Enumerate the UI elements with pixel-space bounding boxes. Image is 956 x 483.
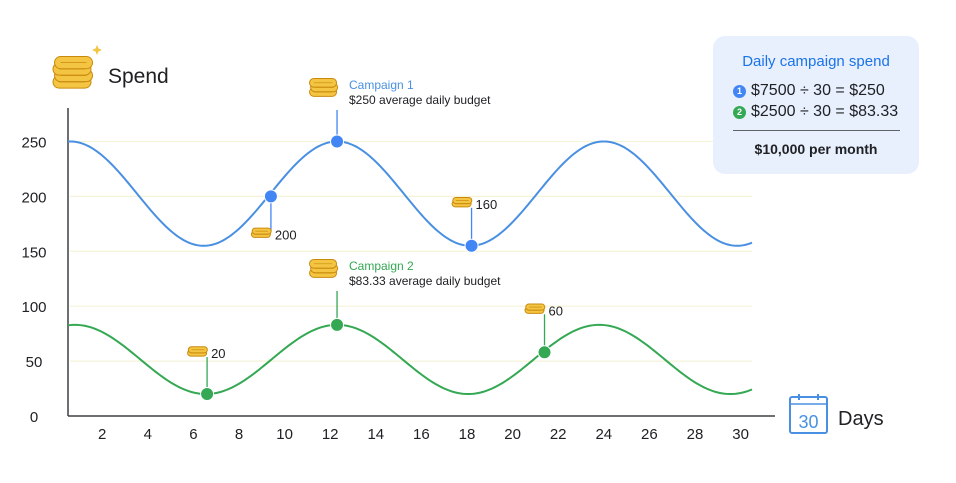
campaign-1-coin-icon	[309, 78, 339, 97]
marker-value-label: 60	[549, 303, 563, 318]
info-row-campaign-2: 2 $2500 ÷ 30 = $83.33	[733, 103, 898, 121]
axes	[67, 108, 775, 417]
campaign-2-coin-icon	[309, 259, 339, 278]
marker-value-label: 20	[211, 346, 225, 361]
x-tick-label-20: 20	[504, 426, 521, 443]
x-tick-label-2: 2	[98, 426, 106, 443]
info-row-1-text: $7500 ÷ 30 = $250	[751, 82, 885, 99]
y-tick-labels: 0 50 100 150 200 250	[21, 134, 46, 426]
series-markers	[200, 134, 552, 402]
series-1-marker	[263, 189, 278, 204]
x-tick-label-18: 18	[459, 426, 476, 443]
marker-value-label: 160	[476, 197, 498, 212]
coin-icon	[250, 227, 272, 238]
x-tick-label-6: 6	[189, 426, 197, 443]
marker-annotations: 200 160 20 60	[187, 197, 563, 361]
number-1-badge-icon: 1	[733, 85, 746, 98]
campaign-2-title: Campaign 2	[349, 259, 414, 273]
x-tick-label-24: 24	[595, 426, 612, 443]
marker-value-label: 200	[275, 227, 297, 242]
x-tick-label-12: 12	[322, 426, 339, 443]
series-line-1	[67, 140, 753, 247]
x-tick-label-4: 4	[144, 426, 152, 443]
coin-icon	[451, 197, 473, 208]
campaign-1-subtitle: $250 average daily budget	[349, 93, 491, 107]
calendar-icon: 30	[789, 394, 828, 434]
x-tick-label-22: 22	[550, 426, 567, 443]
coin-stack-icon	[52, 45, 102, 89]
series-line-2	[67, 323, 753, 396]
x-tick-label-30: 30	[732, 426, 749, 443]
info-box-title: Daily campaign spend	[742, 53, 890, 70]
series-1-marker	[330, 134, 345, 149]
x-tick-label-10: 10	[276, 426, 293, 443]
spend-label: Spend	[108, 65, 169, 88]
days-label: Days	[838, 408, 884, 430]
info-box-total: $10,000 per month	[754, 141, 878, 157]
coin-stack-icon	[309, 78, 339, 97]
y-tick-label-100: 100	[21, 299, 46, 316]
gridlines	[70, 140, 752, 362]
y-tick-label-50: 50	[26, 354, 43, 371]
x-tick-labels: 2 4 6 8 10 12 14 16 18 20 22 24 26 28 30	[98, 426, 749, 443]
y-tick-label-250: 250	[21, 134, 46, 151]
y-tick-label-150: 150	[21, 244, 46, 261]
coin-icon	[524, 303, 546, 314]
campaign-1-title: Campaign 1	[349, 78, 414, 92]
info-row-2-text: $2500 ÷ 30 = $83.33	[751, 103, 899, 120]
x-tick-label-8: 8	[235, 426, 243, 443]
sparkle-icon	[92, 45, 102, 55]
number-2-badge-icon: 2	[733, 106, 746, 119]
series-1-marker	[464, 238, 479, 253]
series-lines	[67, 140, 753, 396]
calendar-number: 30	[798, 412, 818, 432]
x-tick-label-14: 14	[367, 426, 384, 443]
coin-stack-icon	[309, 259, 339, 278]
series-2-marker	[200, 387, 215, 402]
info-box-divider	[733, 130, 900, 131]
coin-icon	[187, 346, 208, 357]
campaign-2-subtitle: $83.33 average daily budget	[349, 274, 501, 288]
series-2-marker	[537, 345, 552, 360]
x-tick-label-28: 28	[687, 426, 704, 443]
coin-stack	[52, 56, 94, 89]
x-tick-label-16: 16	[413, 426, 430, 443]
y-tick-label-0: 0	[30, 409, 38, 426]
series-2-marker	[330, 317, 345, 332]
daily-spend-info-box: Daily campaign spend 1 $7500 ÷ 30 = $250 …	[713, 36, 919, 174]
x-tick-label-26: 26	[641, 426, 658, 443]
y-tick-label-200: 200	[21, 189, 46, 206]
info-row-campaign-1: 1 $7500 ÷ 30 = $250	[733, 82, 885, 100]
marker-leader-lines	[206, 110, 546, 395]
